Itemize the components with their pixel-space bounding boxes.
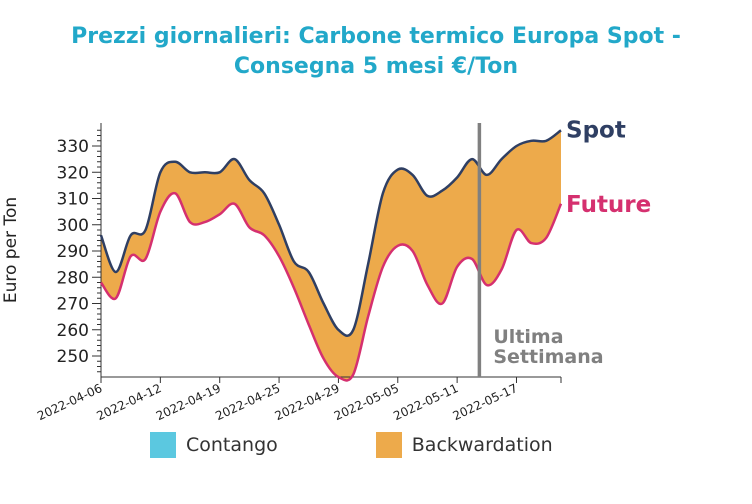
- y-axis-label: Euro per Ton: [1, 197, 21, 303]
- legend: Contango Backwardation: [150, 432, 651, 458]
- annotation-line-2: Settimana: [493, 346, 603, 368]
- y-tick-label: 300: [57, 216, 89, 236]
- title-line-1: Prezzi giornalieri: Carbone termico Euro…: [71, 24, 681, 49]
- x-tick-label: 2022-04-19: [154, 381, 223, 423]
- legend-swatch-contango: [150, 432, 176, 458]
- annotation-line-1: Ultima: [493, 326, 563, 348]
- legend-swatch-backwardation: [375, 432, 402, 458]
- x-tick-label: 2022-04-12: [94, 381, 163, 423]
- x-tick-label: 2022-05-11: [391, 381, 460, 423]
- y-tick-label: 260: [57, 321, 89, 341]
- title-line-2: Consegna 5 mesi €/Ton: [233, 54, 519, 79]
- x-tick-label: 2022-04-25: [213, 381, 282, 423]
- legend-item-contango: Contango: [150, 432, 278, 458]
- future-line: [99, 191, 563, 382]
- y-tick-label: 310: [57, 190, 89, 210]
- y-tick-label: 320: [57, 163, 89, 183]
- y-tick-label: 280: [57, 268, 89, 288]
- y-tick-label: 290: [57, 242, 89, 262]
- backwardation-area: [101, 130, 561, 381]
- x-tick-label: 2022-04-06: [35, 381, 104, 423]
- x-tick-label: 2022-05-05: [332, 381, 401, 423]
- legend-item-backwardation: Backwardation: [375, 432, 553, 458]
- spot-line: [99, 129, 562, 337]
- series-label-spot: Spot: [566, 117, 626, 143]
- y-tick-label: 330: [57, 137, 89, 157]
- legend-label-backwardation: Backwardation: [411, 434, 553, 456]
- y-tick-label: 250: [57, 347, 89, 367]
- y-tick-label: 270: [57, 295, 89, 315]
- x-tick-label: 2022-05-17: [451, 381, 520, 423]
- x-tick-label: 2022-04-29: [273, 381, 342, 423]
- chart-title: Prezzi giornalieri: Carbone termico Euro…: [0, 22, 752, 82]
- series-label-future: Future: [566, 192, 651, 218]
- legend-label-contango: Contango: [186, 434, 278, 456]
